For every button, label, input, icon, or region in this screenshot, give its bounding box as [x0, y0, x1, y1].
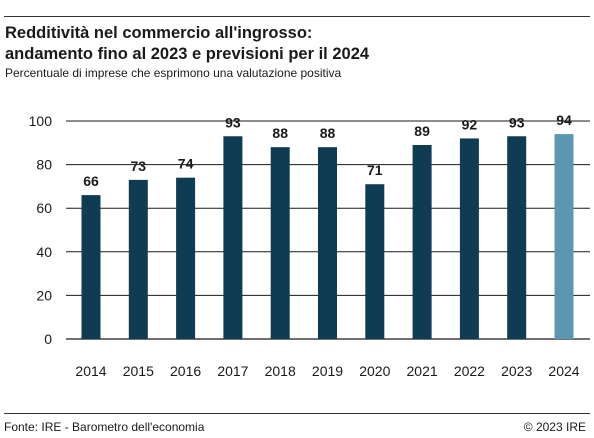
- bar-2018: [270, 147, 290, 339]
- chart-title-line-1: Redditività nel commercio all'ingrosso:: [5, 24, 313, 42]
- data-label-2019: 88: [320, 125, 336, 141]
- x-tick-label-2020: 2020: [359, 363, 390, 379]
- data-label-2022: 92: [462, 116, 478, 132]
- x-tick-label-2018: 2018: [265, 363, 296, 379]
- bar-2020: [365, 184, 385, 339]
- bar-2014: [81, 195, 101, 339]
- x-tick-label-2022: 2022: [454, 363, 485, 379]
- label-layer: 66 73 74 93 88 88 71 89 92 93 94: [83, 112, 572, 189]
- data-label-2015: 73: [131, 158, 147, 174]
- x-tick-label-2023: 2023: [501, 363, 532, 379]
- copyright-note: © 2023 IRE: [523, 420, 586, 434]
- bar-2017: [223, 136, 243, 339]
- data-label-2023: 93: [509, 114, 525, 130]
- y-tick-label: 100: [29, 113, 53, 129]
- x-tick-label-2016: 2016: [170, 363, 201, 379]
- data-label-2021: 89: [414, 123, 430, 139]
- y-tick-label: 0: [44, 331, 52, 347]
- x-tick-label-2021: 2021: [407, 363, 438, 379]
- source-note: Fonte: IRE - Barometro dell'economia: [4, 420, 205, 434]
- x-tick-label-2019: 2019: [312, 363, 343, 379]
- bar-2015: [128, 179, 148, 339]
- data-label-2017: 93: [225, 114, 241, 130]
- data-label-2018: 88: [272, 125, 288, 141]
- top-rule: [4, 16, 590, 17]
- x-tick-label-2015: 2015: [123, 363, 154, 379]
- x-tick-label-2024: 2024: [548, 363, 579, 379]
- y-tick-label: 40: [36, 244, 52, 260]
- footer-rule: [4, 413, 590, 414]
- bar-2023: [507, 136, 527, 339]
- data-label-2014: 66: [83, 173, 99, 189]
- axis-layer: 0 20 40 60 80 100 2014 2015 2016 2017 2018 2019 2020…: [29, 113, 580, 379]
- bar-2022: [459, 138, 479, 339]
- bar-layer: [81, 134, 574, 339]
- y-tick-label: 60: [36, 200, 52, 216]
- x-tick-label-2017: 2017: [217, 363, 248, 379]
- data-label-2016: 74: [178, 156, 194, 172]
- bar-2016: [176, 177, 196, 339]
- chart-title: Redditività nel commercio all'ingrosso: …: [5, 23, 585, 65]
- y-tick-label: 80: [36, 157, 52, 173]
- bar-2021: [412, 144, 432, 339]
- chart-subtitle: Percentuale di imprese che esprimono una…: [5, 66, 342, 80]
- chart-title-line-2: andamento fino al 2023 e previsioni per …: [5, 45, 370, 63]
- bar-chart: 0 20 40 60 80 100 2014 2015 2016 2017 2018 2019 2020…: [29, 112, 590, 379]
- bar-2024: [554, 134, 574, 339]
- data-label-2024: 94: [556, 112, 572, 128]
- bar-2019: [318, 147, 337, 339]
- x-tick-label-2014: 2014: [75, 363, 106, 379]
- data-label-2020: 71: [367, 162, 383, 178]
- y-tick-label: 20: [36, 287, 52, 303]
